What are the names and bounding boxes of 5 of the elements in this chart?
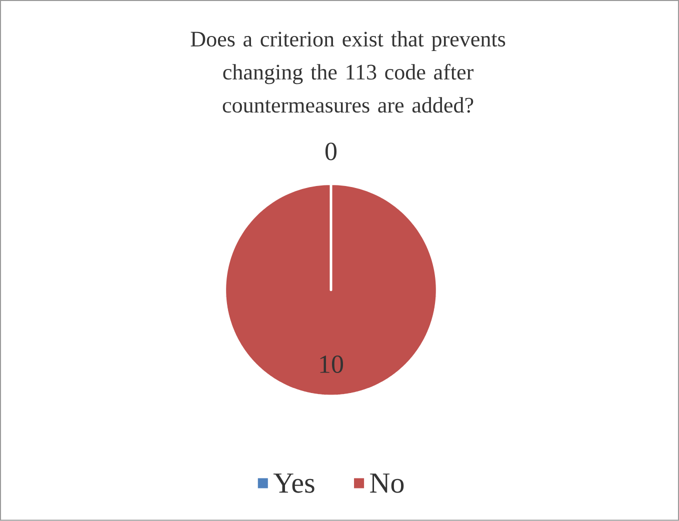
data-label: 10: [320, 356, 344, 374]
chart-title: Does a criterion exist that prevents changing the 113 code after countermeasures are added?: [190, 31, 506, 113]
legend-label: No: [370, 474, 404, 493]
legend-label: Yes: [273, 474, 314, 493]
text: 0: [325, 142, 337, 160]
